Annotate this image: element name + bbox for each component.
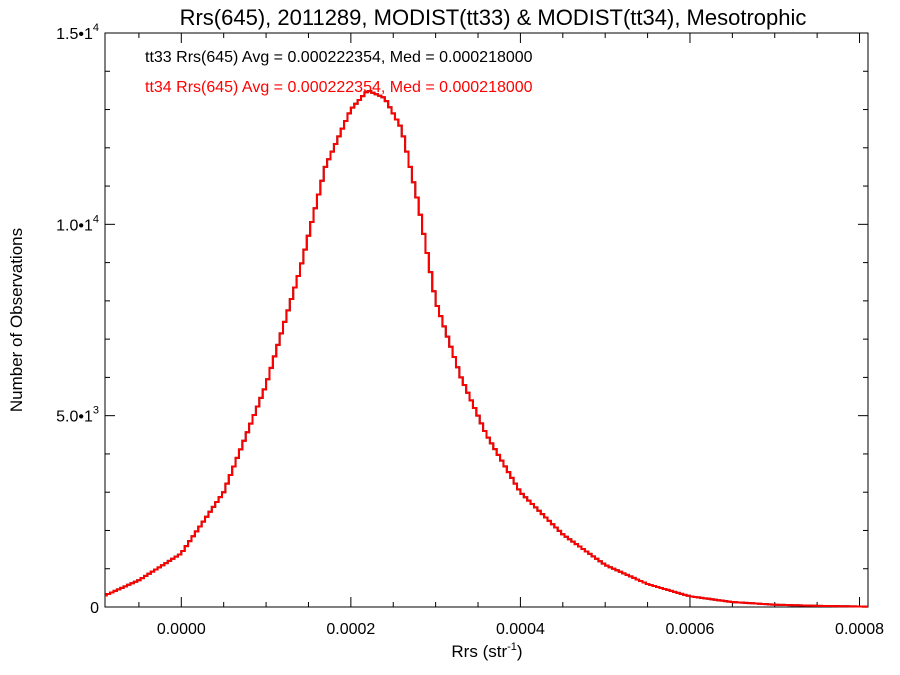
- y-tick-label-exp: 4: [93, 213, 99, 225]
- annotation-tt34: tt34 Rrs(645) Avg = 0.000222354, Med = 0…: [145, 79, 533, 96]
- x-axis-label-sup: -1: [507, 641, 517, 653]
- series-layer: [105, 90, 868, 608]
- x-tick-label: 0.0006: [665, 621, 714, 638]
- plot-border: [104, 32, 869, 608]
- y-tick-label: 0: [90, 600, 99, 617]
- x-axis-label-base: Rrs (str: [451, 642, 507, 661]
- y-tick-label-base: 0: [90, 600, 99, 617]
- y-tick-label-base: 5.0•1: [56, 409, 93, 426]
- x-tick-label: 0.0002: [326, 621, 375, 638]
- x-tick-label: 0.0004: [496, 621, 545, 638]
- chart-title: Rrs(645), 2011289, MODIST(tt33) & MODIST…: [180, 5, 807, 30]
- y-tick-label: 1.0•14: [56, 213, 99, 234]
- annotation-tt33: tt33 Rrs(645) Avg = 0.000222354, Med = 0…: [145, 49, 533, 66]
- axis-tick-labels: 0.0000 0.0002 0.0004 0.0006 0.0008 0 5.0•13 1.0…: [56, 22, 884, 638]
- y-axis-label: Number of Observations: [7, 228, 26, 412]
- y-tick-label: 1.5•14: [56, 22, 99, 43]
- series-line-0: [105, 90, 868, 608]
- axis-ticks: [105, 32, 868, 608]
- x-axis-label-tail: ): [517, 642, 523, 661]
- y-tick-label: 5.0•13: [56, 405, 99, 426]
- plot-frame: [104, 32, 869, 608]
- x-tick-label: 0.0000: [157, 621, 206, 638]
- x-axis-label: Rrs (str-1): [451, 641, 522, 661]
- y-tick-label-exp: 4: [93, 22, 99, 34]
- y-tick-label-exp: 3: [93, 405, 99, 417]
- series-line-1: [105, 90, 868, 608]
- x-tick-label: 0.0008: [835, 621, 884, 638]
- y-tick-label-base: 1.5•1: [56, 26, 93, 43]
- y-tick-label-base: 1.0•1: [56, 217, 93, 234]
